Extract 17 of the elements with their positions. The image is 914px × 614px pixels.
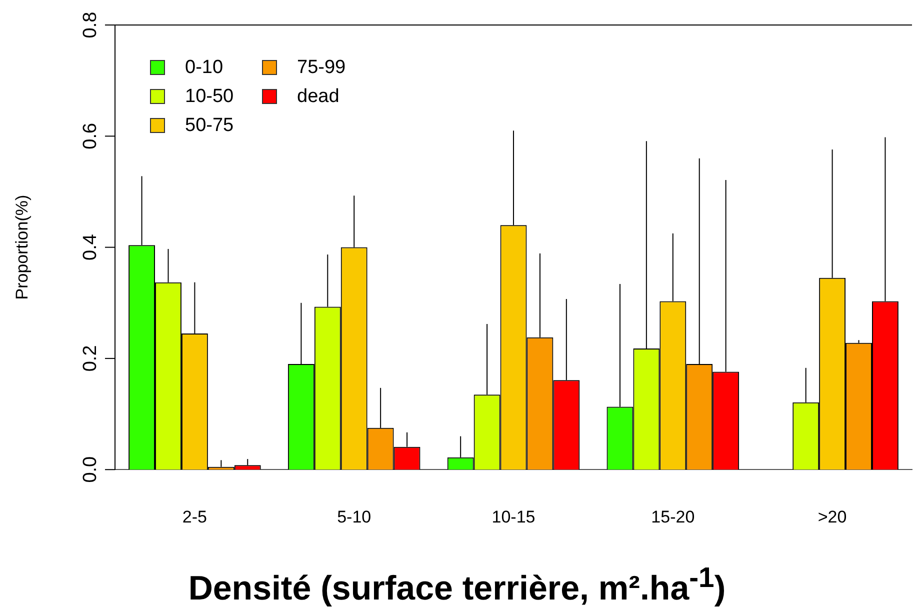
legend-label: 10-50 bbox=[185, 86, 234, 108]
y-axis-title: Proportion(%) bbox=[12, 194, 32, 300]
legend-label: 75-99 bbox=[297, 57, 346, 78]
x-tick-label: 10-15 bbox=[492, 507, 536, 526]
x-tick-label: 15-20 bbox=[651, 507, 695, 526]
y-tick-label: 0.2 bbox=[80, 345, 102, 372]
legend-label: 50-75 bbox=[185, 115, 234, 136]
legend-label: dead bbox=[297, 86, 340, 108]
y-tick-label: 0.6 bbox=[80, 122, 102, 150]
x-axis-title: Densité (surface terrière, m².ha$^{-1}$) bbox=[187, 562, 727, 608]
x-tick-label: 2-5 bbox=[182, 507, 207, 526]
legend-label: 0-10 bbox=[185, 57, 224, 78]
y-tick-label: 0.4 bbox=[80, 234, 102, 261]
x-tick-label: 5-10 bbox=[337, 507, 372, 526]
y-tick-label: 0.8 bbox=[80, 12, 102, 38]
x-tick-label: >20 bbox=[818, 507, 847, 526]
y-tick-label: 0.0 bbox=[80, 456, 102, 483]
